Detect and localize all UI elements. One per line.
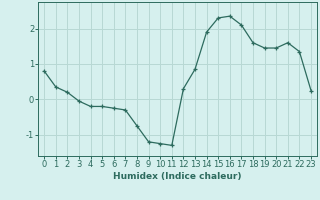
X-axis label: Humidex (Indice chaleur): Humidex (Indice chaleur) [113,172,242,181]
